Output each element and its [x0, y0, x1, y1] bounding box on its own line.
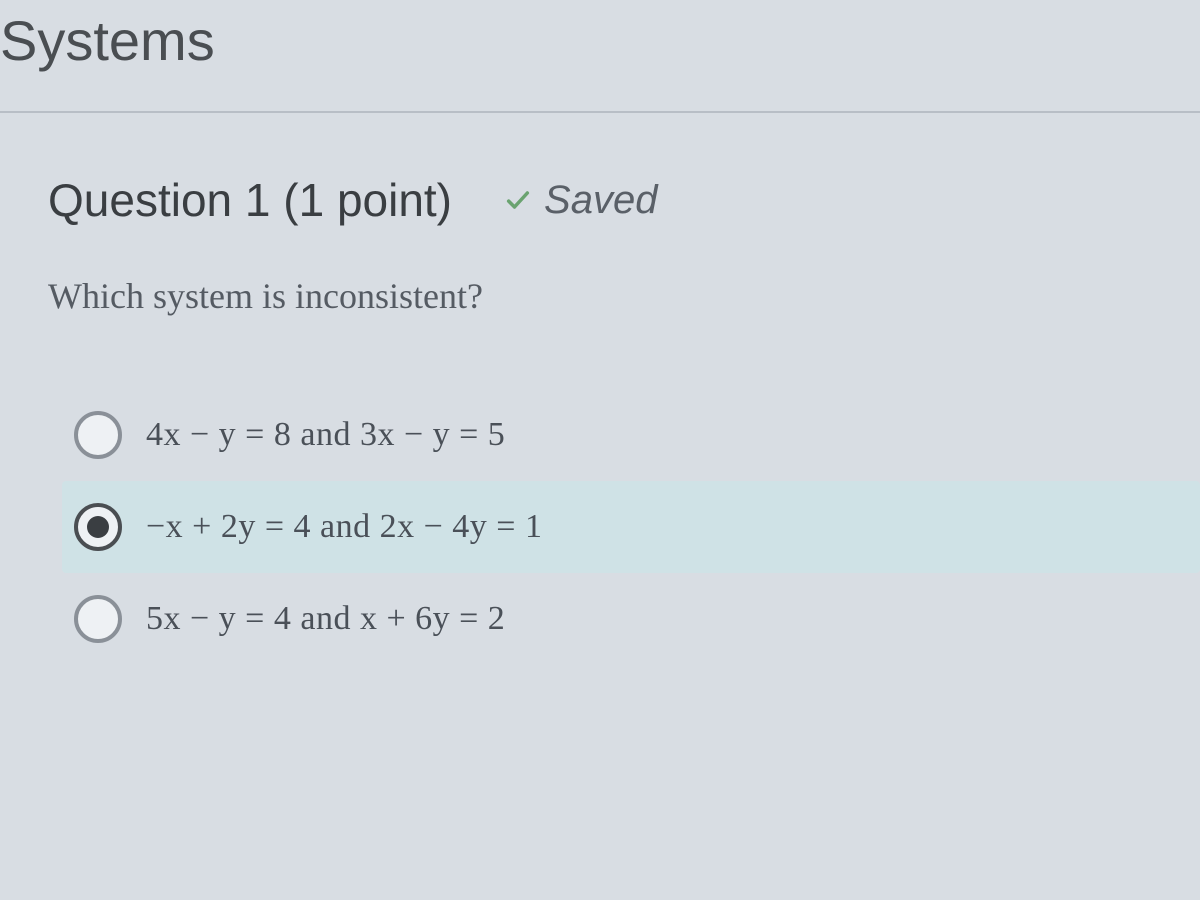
question-block: Question 1 (1 point) Saved Which system …	[0, 173, 1200, 665]
option-2[interactable]: −x + 2y = 4 and 2x − 4y = 1	[62, 481, 1200, 573]
option-1-label: 4x − y = 8 and 3x − y = 5	[146, 416, 505, 454]
option-3[interactable]: 5x − y = 4 and x + 6y = 2	[62, 573, 1200, 665]
page: Systems Question 1 (1 point) Saved Which…	[0, 0, 1200, 900]
saved-label: Saved	[544, 178, 657, 223]
option-1[interactable]: 4x − y = 8 and 3x − y = 5	[62, 389, 1200, 481]
option-3-label: 5x − y = 4 and x + 6y = 2	[146, 600, 505, 638]
question-header: Question 1 (1 point) Saved	[48, 173, 1200, 227]
page-title: Systems	[0, 0, 1200, 97]
radio-icon	[74, 411, 122, 459]
options-group: 4x − y = 8 and 3x − y = 5 −x + 2y = 4 an…	[62, 389, 1200, 665]
question-prompt: Which system is inconsistent?	[48, 275, 1200, 317]
radio-icon	[74, 595, 122, 643]
check-icon	[504, 186, 532, 214]
saved-status: Saved	[504, 178, 657, 223]
section-divider	[0, 111, 1200, 113]
question-title: Question 1 (1 point)	[48, 173, 452, 227]
radio-icon	[74, 503, 122, 551]
option-2-label: −x + 2y = 4 and 2x − 4y = 1	[146, 508, 542, 546]
